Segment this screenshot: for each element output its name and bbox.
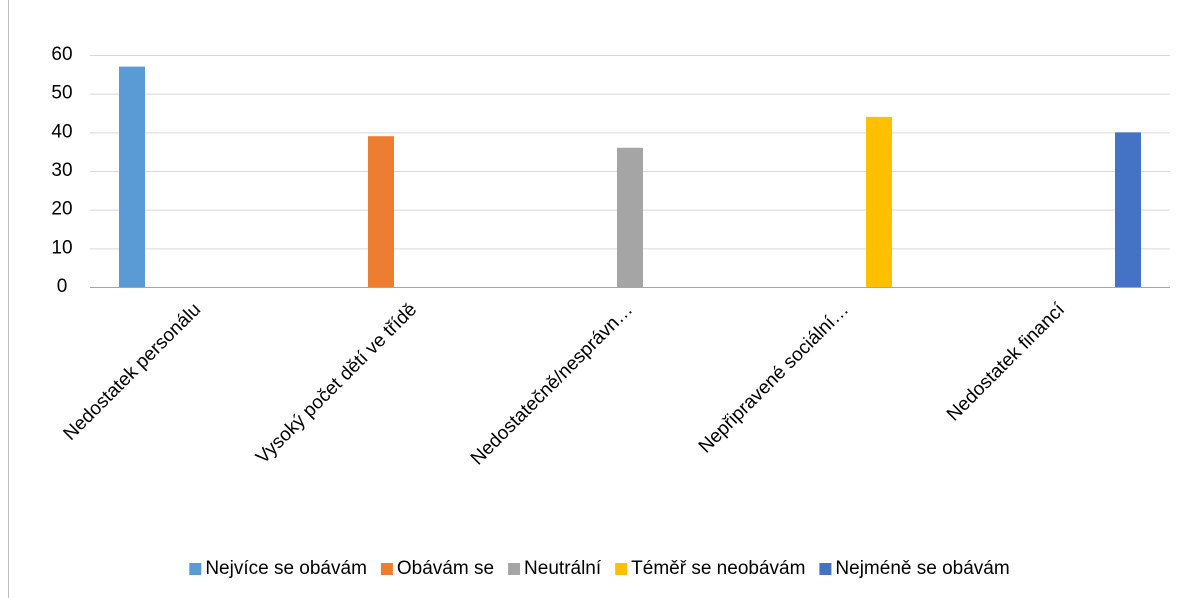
legend-label: Nejvíce se obávám xyxy=(205,558,367,579)
legend-label: Neutrální xyxy=(524,558,602,579)
legend: Nejvíce se obávám Obávám se Neutrální Téměř… xyxy=(189,558,1010,579)
legend-label: Nejméně se obávám xyxy=(835,558,1009,579)
y-tick-label: 60 xyxy=(51,44,72,65)
legend-swatch xyxy=(615,563,628,575)
y-tick-label: 50 xyxy=(51,83,72,104)
y-tick-label: 0 xyxy=(57,276,68,297)
y-tick-label: 20 xyxy=(51,199,72,220)
bar xyxy=(617,147,643,287)
y-tick-label: 40 xyxy=(51,121,72,142)
bar xyxy=(1115,132,1141,287)
legend-swatch xyxy=(508,563,521,575)
legend-swatch xyxy=(189,563,202,575)
bar xyxy=(368,136,394,287)
bar xyxy=(866,116,892,287)
y-tick-label: 10 xyxy=(51,237,72,258)
bar xyxy=(119,66,145,287)
legend-swatch xyxy=(380,563,393,575)
legend-label: Obávám se xyxy=(397,558,494,579)
legend-label: Téměř se neobávám xyxy=(631,558,805,579)
legend-swatch xyxy=(819,563,832,575)
y-tick-label: 30 xyxy=(51,160,72,181)
